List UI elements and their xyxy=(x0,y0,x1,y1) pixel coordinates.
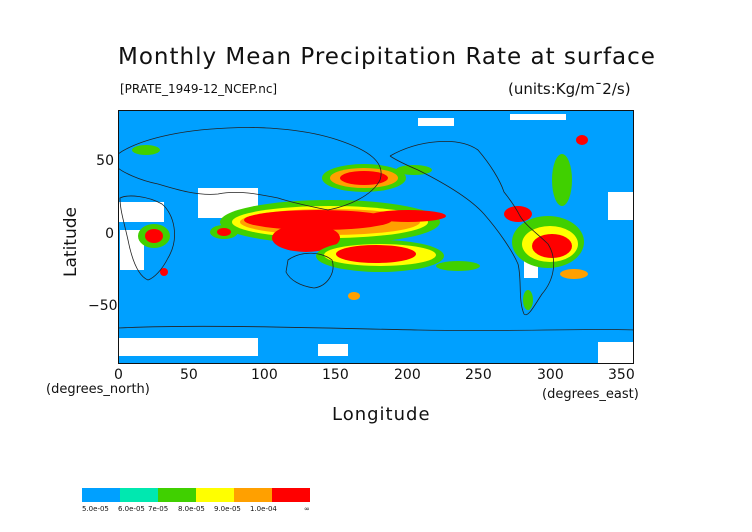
x-tick-label: 250 xyxy=(465,367,492,383)
x-tick-label: 100 xyxy=(251,367,278,383)
y-axis-title: Latitude xyxy=(60,207,81,277)
x-tick-label: 300 xyxy=(537,367,564,383)
legend-label: 9.0e-05 xyxy=(214,505,241,513)
x-axis-title: Longitude xyxy=(332,404,431,425)
x-tick-label: 150 xyxy=(322,367,349,383)
legend-label: ∞ xyxy=(304,505,310,513)
precip-band-americas xyxy=(504,135,588,310)
precip-band-spcz xyxy=(316,240,480,272)
x-tick-label: 350 xyxy=(608,367,635,383)
legend-label: 1.0e-04 xyxy=(250,505,277,513)
map-title: Monthly Mean Precipitation Rate at surfa… xyxy=(118,44,656,70)
y-unit-label: (degrees_north) xyxy=(46,382,150,397)
y-tick-label: 0 xyxy=(105,226,114,242)
legend-label: 7e-05 xyxy=(148,505,169,513)
units-label: (units:Kg/m¯2/s) xyxy=(508,80,631,98)
y-tick-label: −50 xyxy=(88,298,118,314)
missing-data-patches xyxy=(118,114,634,364)
precip-band-warm-pool xyxy=(220,200,446,252)
precip-band-africa-indian xyxy=(132,145,360,300)
legend-swatch xyxy=(82,488,120,502)
color-legend xyxy=(82,488,310,502)
x-tick-label: 50 xyxy=(180,367,198,383)
legend-swatch xyxy=(272,488,310,502)
y-tick-label: 50 xyxy=(96,153,114,169)
precipitation-map xyxy=(118,110,634,364)
legend-swatch xyxy=(234,488,272,502)
legend-label: 5.0e-05 xyxy=(82,505,109,513)
legend-swatch xyxy=(120,488,158,502)
legend-label: 8.0e-05 xyxy=(178,505,205,513)
legend-label: 6.0e-05 xyxy=(118,505,145,513)
x-unit-label: (degrees_east) xyxy=(542,387,639,402)
file-label: [PRATE_1949-12_NCEP.nc] xyxy=(120,82,278,96)
coastlines xyxy=(118,127,634,331)
x-tick-label: 200 xyxy=(394,367,421,383)
x-tick-label: 0 xyxy=(114,367,123,383)
map-frame xyxy=(118,110,634,364)
legend-swatch xyxy=(158,488,196,502)
legend-swatch xyxy=(196,488,234,502)
